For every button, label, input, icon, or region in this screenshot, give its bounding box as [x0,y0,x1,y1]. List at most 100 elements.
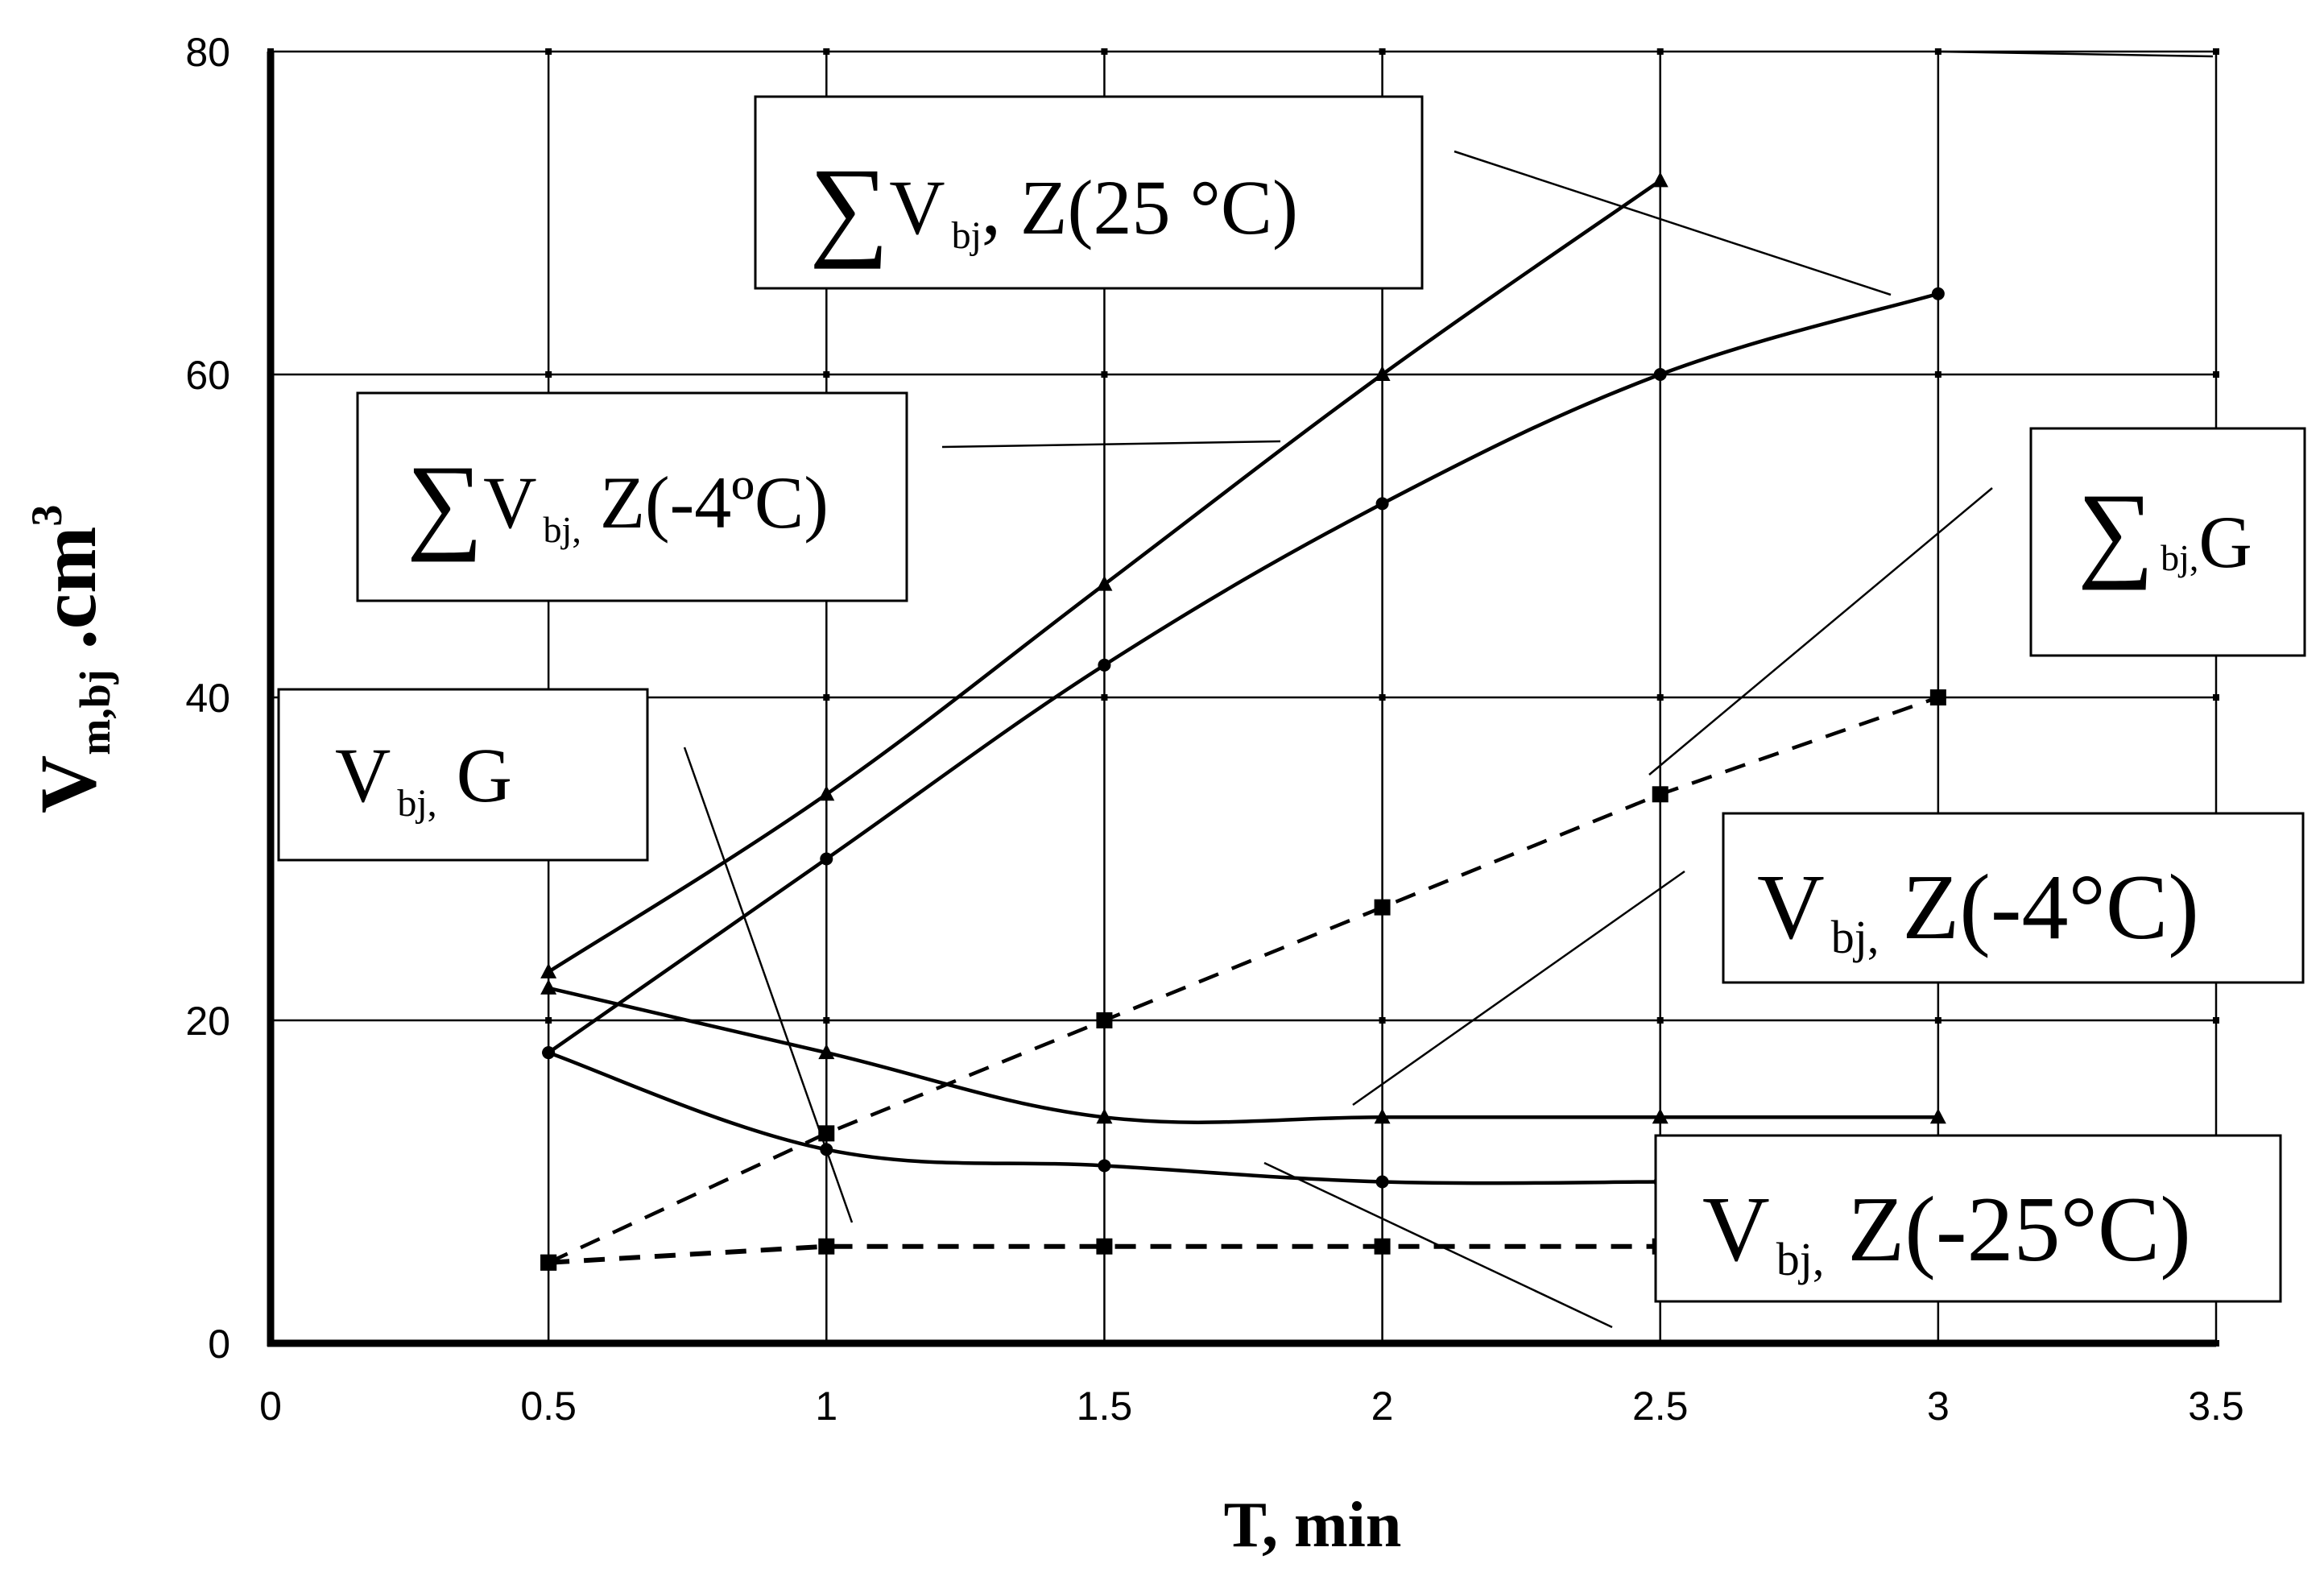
leader-line [1352,870,1685,1107]
data-point-g [1096,1238,1113,1255]
series-line-sum-z-neg4 [547,292,1939,1054]
data-point-sum-z-neg4 [1653,368,1667,381]
series-sum-z-neg4 [542,287,1945,1060]
series-label-sum-z-neg4: ∑V bj, Z(-4ºC) [356,391,908,602]
leader-line [683,747,854,1223]
data-point-sum-z-neg4 [820,852,833,866]
grid-node [1934,1017,1941,1024]
grid-node [2213,371,2219,378]
label-subscript: bj [952,214,982,257]
grid-node [823,1017,830,1024]
series-labels: ∑V bj, Z(25 °C)∑V bj, Z(-4ºC) ∑ bj,GV bj, GV b… [277,95,2306,1303]
data-point-z-neg4 [1374,1108,1391,1124]
label-box [277,688,649,862]
data-point-z-neg4 [818,1044,835,1060]
series-layer [540,172,1946,1271]
grid-node [545,371,552,378]
label-text: ∑ bj,G [2078,471,2252,590]
data-point-g [1374,1238,1391,1255]
data-point-sum-z-neg4 [1931,287,1945,300]
y-axis-title: Vm,bj .cm3 [23,505,119,813]
data-point-sum-z-25 [1096,575,1113,591]
label-subscript: bj, [2161,537,2198,578]
y-axis-title-unit: .cm [23,527,113,670]
sigma-symbol: ∑ [407,443,483,562]
grid-node [1101,371,1108,378]
sigma-symbol: ∑ [809,146,889,270]
label-tail: Z(-4°C) [1879,856,2199,959]
grid-node [545,1017,552,1024]
grid-node [1934,371,1941,378]
x-tick-label: 3.5 [2188,1384,2244,1429]
data-point-sum-g [1929,689,1946,705]
series-line-z-neg4 [548,986,1938,1124]
label-text: ∑V bj, Z(-4ºC) [407,443,829,562]
data-point-sum-z-25 [540,962,557,978]
x-tick-label: 2.5 [1632,1384,1689,1429]
y-axis-title-main: V [23,755,113,813]
leader-line [1263,1161,1613,1329]
leader-lines [683,50,2214,1329]
label-main: V [483,461,536,544]
label-box [2029,427,2306,657]
series-sum-z-25 [540,172,1669,978]
data-point-sum-z-neg4 [1098,658,1111,672]
grid-node [2213,694,2219,701]
grid-node [823,48,830,55]
label-subscript: bj, [1776,1233,1825,1285]
label-subscript: bj, [544,509,581,550]
data-point-sum-z-25 [818,785,835,801]
x-tick-label: 3 [1927,1384,1950,1429]
data-point-sum-z-neg4 [1375,497,1389,511]
label-tail: Z(-4ºC) [581,461,829,544]
x-tick-label: 1 [815,1384,837,1429]
grid-node [1656,48,1664,55]
label-main: V [889,164,945,250]
series-label-sum-z-25: ∑V bj, Z(25 °C) [754,95,1424,290]
data-point-z-neg4 [540,978,557,995]
series-sum-g [540,689,1946,1271]
label-main: V [335,732,391,818]
data-point-g [540,1254,557,1271]
y-tick-label: 40 [185,676,230,721]
grid-node [1656,1017,1664,1024]
grid-node [1101,694,1108,701]
data-point-z-neg25 [1375,1175,1389,1189]
grid-node [2213,48,2219,55]
axes [267,52,2216,1347]
leader-line [1937,50,2214,58]
x-tick-label: 1.5 [1077,1384,1133,1429]
label-tail: G [437,732,512,818]
grid-node [823,694,830,701]
leader-line [1648,487,1993,776]
tick-labels: 0 0.5 1 1.5 2 2.5 3 3.5 0 20 40 60 80 [185,30,2243,1429]
data-point-sum-g [1096,1012,1113,1028]
label-tail: , Z(25 °C) [982,164,1298,250]
label-box [1722,812,2305,984]
series-line-sum-g [548,695,1939,1264]
label-subscript: bj, [397,782,436,825]
data-point-sum-g [1374,899,1391,916]
leader-line [1454,150,1892,296]
leader-line [941,440,1281,449]
data-point-z-neg4 [1929,1108,1946,1124]
grid-node [1379,694,1386,701]
svg-text:Vm,bj .cm3: Vm,bj .cm3 [23,505,119,813]
grid-node [1101,48,1108,55]
x-tick-label: 2 [1371,1384,1394,1429]
label-tail: G [2198,501,2252,583]
y-axis-title-subscript: m,bj [71,669,119,755]
grid-node [545,48,552,55]
y-tick-label: 0 [208,1322,230,1367]
data-point-z-neg4 [1096,1108,1113,1124]
label-main: V [1702,1178,1770,1281]
data-point-z-neg4 [1652,1108,1669,1124]
label-box [356,391,908,602]
data-point-sum-z-25 [1652,172,1669,188]
y-tick-label: 60 [185,353,230,398]
